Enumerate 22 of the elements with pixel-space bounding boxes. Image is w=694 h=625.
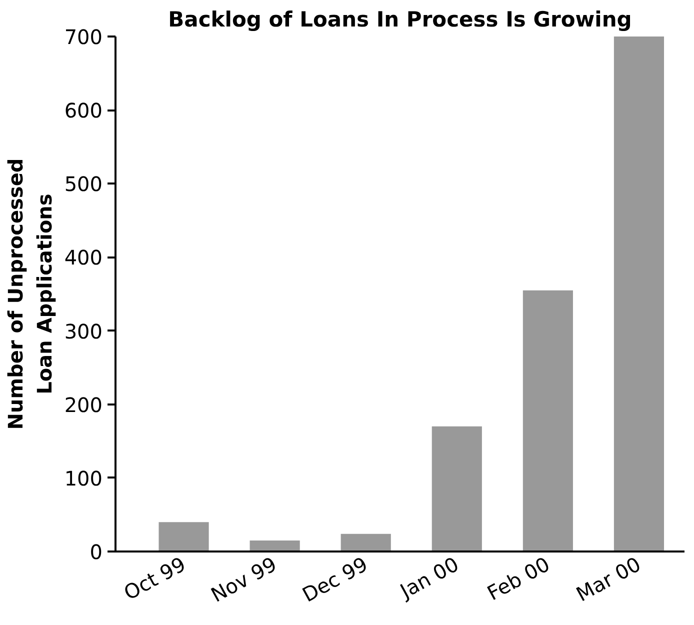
y-axis-title: Number of Unprocessed Loan Applications (4, 158, 56, 430)
x-tick-label: Nov 99 (206, 552, 281, 607)
bar (158, 522, 209, 552)
bar (432, 426, 482, 552)
y-tick-label: 600 (64, 98, 103, 123)
y-tick-label: 200 (64, 392, 103, 417)
y-tick-label: 500 (64, 172, 103, 196)
y-tick-label: 700 (64, 25, 103, 49)
bar (340, 534, 391, 552)
y-tick-label: 0 (90, 540, 103, 564)
bar (250, 540, 300, 552)
bar (522, 290, 573, 552)
y-tick-label: 400 (64, 246, 103, 270)
chart-title: Backlog of Loans In Process Is Growing (168, 8, 632, 32)
y-tick-label: 100 (64, 466, 103, 490)
x-tick-label: Feb 00 (483, 552, 554, 606)
y-tick-label: 300 (64, 319, 103, 344)
x-tick-label: Dec 99 (298, 552, 372, 607)
x-tick-label: Mar 00 (572, 552, 645, 606)
x-tick-label: Jan 00 (394, 552, 463, 604)
x-tick-label: Oct 99 (120, 552, 190, 605)
bar (614, 36, 664, 552)
